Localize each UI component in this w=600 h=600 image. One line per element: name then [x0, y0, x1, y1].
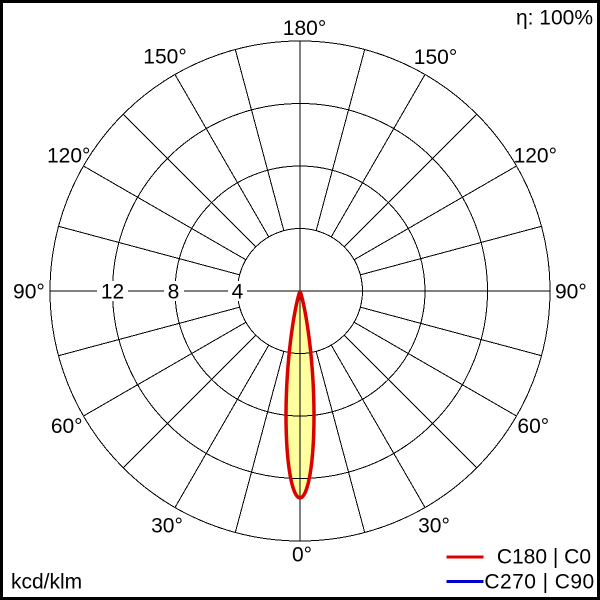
- svg-text:150°: 150°: [143, 46, 186, 69]
- svg-text:180°: 180°: [283, 17, 326, 40]
- svg-text:60°: 60°: [51, 415, 83, 438]
- svg-text:4: 4: [232, 281, 244, 304]
- svg-text:120°: 120°: [514, 145, 557, 168]
- svg-text:C270 | C90: C270 | C90: [484, 571, 594, 594]
- svg-text:kcd/klm: kcd/klm: [11, 571, 82, 594]
- svg-text:30°: 30°: [151, 515, 183, 538]
- svg-text:12: 12: [101, 281, 124, 304]
- svg-text:60°: 60°: [517, 415, 549, 438]
- svg-text:120°: 120°: [47, 145, 90, 168]
- svg-text:150°: 150°: [414, 46, 457, 69]
- svg-text:90°: 90°: [13, 281, 45, 304]
- svg-text:0°: 0°: [292, 544, 312, 567]
- svg-text:η: 100%: η: 100%: [516, 7, 593, 30]
- svg-text:90°: 90°: [555, 281, 587, 304]
- svg-text:30°: 30°: [418, 515, 450, 538]
- svg-text:8: 8: [168, 281, 180, 304]
- svg-text:C180 | C0: C180 | C0: [497, 546, 591, 569]
